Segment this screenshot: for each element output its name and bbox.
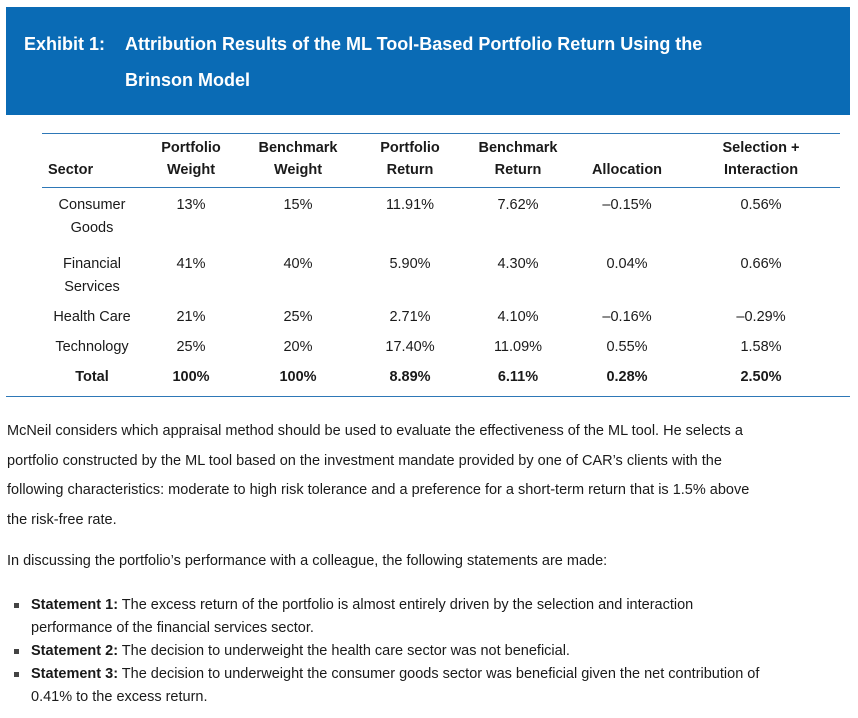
sector-cell: Health Care bbox=[53, 309, 131, 325]
table-cell: 0.04% bbox=[606, 256, 648, 272]
col-header-benchmark-weight: Benchmark Weight bbox=[240, 133, 356, 188]
statement-lead: Statement 1: bbox=[31, 597, 119, 613]
table-cell: 4.30% bbox=[497, 256, 539, 272]
table-cell: 7.62% bbox=[497, 197, 539, 213]
table-cell: 17.40% bbox=[385, 339, 435, 355]
table-row: Financial Services 41% 40% 5.90% 4.30% 0.… bbox=[42, 247, 840, 306]
col-header-benchmark-return: Benchmark Return bbox=[464, 133, 572, 188]
table-cell: 5.90% bbox=[389, 256, 431, 272]
table-cell: 25% bbox=[283, 309, 313, 325]
table-row: Health Care 21% 25% 2.71% 4.10% –0.16% –… bbox=[42, 306, 840, 336]
table-cell: 21% bbox=[176, 309, 206, 325]
table-cell: 11.91% bbox=[385, 197, 435, 213]
total-label: Total bbox=[75, 369, 109, 385]
table-cell: 4.10% bbox=[497, 309, 539, 325]
bullet-icon bbox=[14, 603, 19, 608]
statement-text-cont: 0.41% to the excess return. bbox=[31, 689, 208, 705]
table-cell: 2.50% bbox=[740, 369, 782, 385]
sector-cell: Technology bbox=[55, 339, 129, 355]
statement-text: The decision to underweight the consumer… bbox=[118, 666, 760, 682]
table-cell: 2.71% bbox=[389, 309, 431, 325]
table-total-row: Total 100% 100% 8.89% 6.11% 0.28% 2.50% bbox=[42, 366, 840, 398]
table-cell: 6.11% bbox=[497, 369, 539, 385]
table-cell: 0.66% bbox=[740, 256, 782, 272]
table-cell: 0.55% bbox=[606, 339, 648, 355]
exhibit-header: Exhibit 1: Attribution Results of the ML … bbox=[6, 7, 850, 115]
col-header-portfolio-weight: Portfolio Weight bbox=[142, 133, 240, 188]
table-cell: 15% bbox=[283, 197, 313, 213]
attribution-table: Sector Portfolio Weight Benchmark Weight P… bbox=[42, 133, 840, 398]
list-item: Statement 2: The decision to underweight… bbox=[7, 640, 847, 663]
table-bottom-rule bbox=[6, 396, 850, 397]
exhibit-title-line1: Exhibit 1: Attribution Results of the ML … bbox=[24, 34, 702, 55]
table-row: Technology 25% 20% 17.40% 11.09% 0.55% 1… bbox=[42, 336, 840, 366]
statement-text: The decision to underweight the health c… bbox=[118, 643, 570, 659]
col-header-allocation: Allocation bbox=[572, 133, 682, 188]
statements-list: Statement 1: The excess return of the po… bbox=[7, 594, 847, 709]
bullet-icon bbox=[14, 649, 19, 654]
sector-cell: Consumer Goods bbox=[58, 197, 126, 236]
exhibit-title-text: Attribution Results of the ML Tool-Based… bbox=[125, 34, 703, 54]
list-item: Statement 1: The excess return of the po… bbox=[7, 594, 847, 640]
table-cell: 8.89% bbox=[389, 369, 431, 385]
table-cell: –0.29% bbox=[736, 309, 786, 325]
table-cell: 0.56% bbox=[740, 197, 782, 213]
paragraph-discussion: In discussing the portfolio’s performanc… bbox=[7, 553, 608, 569]
table-cell: 100% bbox=[279, 369, 317, 385]
bullet-icon bbox=[14, 672, 19, 677]
exhibit-label: Exhibit 1: bbox=[24, 34, 106, 54]
table-cell: 20% bbox=[283, 339, 313, 355]
statement-text-cont: performance of the financial services se… bbox=[31, 620, 314, 636]
table-cell: 25% bbox=[176, 339, 206, 355]
table-cell: –0.15% bbox=[602, 197, 652, 213]
col-header-selection-interaction: Selection + Interaction bbox=[682, 133, 840, 188]
statement-lead: Statement 3: bbox=[31, 666, 119, 682]
table-cell: 1.58% bbox=[740, 339, 782, 355]
statement-lead: Statement 2: bbox=[31, 643, 119, 659]
statement-text: The excess return of the portfolio is al… bbox=[118, 597, 694, 613]
sector-cell: Financial Services bbox=[62, 256, 122, 295]
table-cell: 11.09% bbox=[493, 339, 543, 355]
exhibit-title-line2: Brinson Model bbox=[125, 70, 250, 90]
table-cell: 40% bbox=[283, 256, 313, 272]
table-cell: 100% bbox=[172, 369, 210, 385]
table-row: Consumer Goods 13% 15% 11.91% 7.62% –0.15… bbox=[42, 188, 840, 248]
paragraph-mcneil: McNeil considers which appraisal method … bbox=[7, 423, 750, 528]
table-cell: 41% bbox=[176, 256, 206, 272]
list-item: Statement 3: The decision to underweight… bbox=[7, 663, 847, 709]
col-header-sector: Sector bbox=[42, 133, 142, 188]
table-cell: 13% bbox=[176, 197, 206, 213]
col-header-portfolio-return: Portfolio Return bbox=[356, 133, 464, 188]
table-cell: –0.16% bbox=[602, 309, 652, 325]
table-cell: 0.28% bbox=[606, 369, 648, 385]
table-header-row: Sector Portfolio Weight Benchmark Weight P… bbox=[42, 133, 840, 188]
